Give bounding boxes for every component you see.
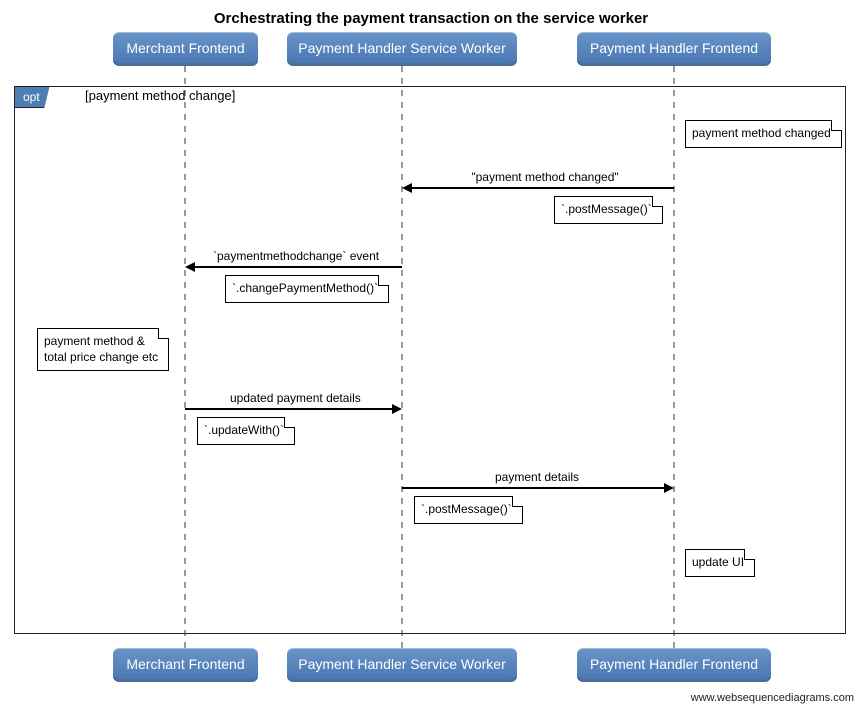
note-update-ui: update UI (685, 549, 755, 577)
msg-line-pmchange-event (195, 266, 402, 268)
msg-label-pmchange-event: `paymentmethodchange` event (213, 249, 379, 263)
msg-line-pm-changed (412, 187, 674, 189)
msg-label-pm-changed: "payment method changed" (445, 170, 645, 184)
arrow-pmchange-event (185, 262, 195, 272)
participant-handler-frontend-top: Payment Handler Frontend (577, 32, 771, 66)
participant-label: Merchant Frontend (126, 40, 244, 56)
participant-label: Payment Handler Frontend (590, 40, 758, 56)
participant-handler-frontend-bottom: Payment Handler Frontend (577, 648, 771, 682)
msg-label-updated-details: updated payment details (230, 391, 361, 405)
msg-line-updated-details (185, 408, 392, 410)
participant-label: Merchant Frontend (126, 656, 244, 672)
note-payment-method-changed: payment method changed (685, 120, 842, 148)
arrow-updated-details (392, 404, 402, 414)
diagram-title: Orchestrating the payment transaction on… (0, 0, 862, 33)
watermark: www.websequencediagrams.com (691, 692, 854, 704)
opt-condition: [payment method change] (85, 88, 235, 103)
note-change-payment-method: `.changePaymentMethod()` (225, 275, 389, 303)
msg-label-payment-details: payment details (495, 470, 579, 484)
note-postmessage-1: `.postMessage()` (554, 196, 663, 224)
note-update-with: `.updateWith()` (197, 417, 295, 445)
opt-tag: opt (14, 86, 50, 108)
participant-merchant-bottom: Merchant Frontend (113, 648, 258, 682)
arrow-payment-details (664, 483, 674, 493)
participant-label: Payment Handler Service Worker (298, 656, 505, 672)
msg-line-payment-details (402, 487, 664, 489)
participant-label: Payment Handler Service Worker (298, 40, 505, 56)
participant-label: Payment Handler Frontend (590, 656, 758, 672)
arrow-pm-changed (402, 183, 412, 193)
participant-merchant-top: Merchant Frontend (113, 32, 258, 66)
participant-service-worker-top: Payment Handler Service Worker (287, 32, 517, 66)
participant-service-worker-bottom: Payment Handler Service Worker (287, 648, 517, 682)
note-postmessage-2: `.postMessage()` (414, 496, 523, 524)
note-total-price-change: payment method & total price change etc (37, 328, 169, 371)
